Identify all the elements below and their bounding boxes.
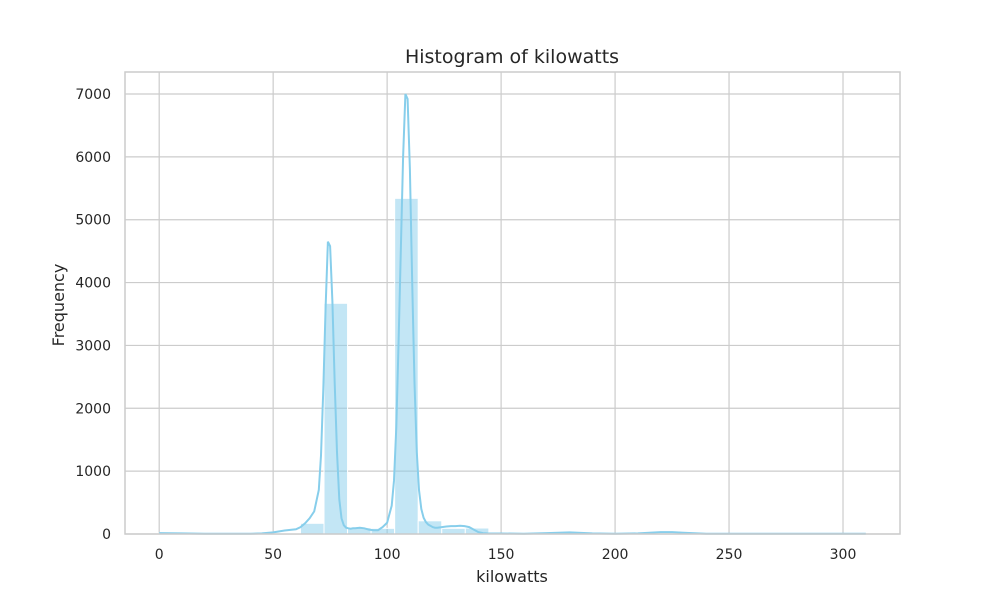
y-tick-label: 1000	[75, 464, 111, 480]
histogram-bars	[158, 197, 867, 535]
y-axis-label: Frequency	[49, 264, 68, 347]
x-axis-label: kilowatts	[476, 567, 548, 586]
x-tick-label: 200	[602, 547, 629, 563]
plot-frame	[124, 71, 901, 535]
x-tick-label: 0	[155, 547, 164, 563]
x-tick-label: 250	[716, 547, 743, 563]
kde-curve	[159, 93, 866, 535]
x-tick-label: 150	[488, 547, 515, 563]
x-tick-labels: 0 50 100 150 200 250 300	[155, 547, 857, 563]
kde-line	[159, 93, 866, 535]
y-tick-label: 4000	[75, 276, 111, 292]
y-tick-label: 2000	[75, 401, 111, 417]
y-tick-label: 3000	[75, 338, 111, 354]
x-tick-label: 100	[374, 547, 401, 563]
y-tick-label: 6000	[75, 150, 111, 166]
y-tick-label: 5000	[75, 213, 111, 229]
x-tick-label: 50	[264, 547, 282, 563]
x-tick-label: 300	[830, 547, 857, 563]
y-tick-label: 7000	[75, 87, 111, 103]
y-tick-labels: 0 1000 2000 3000 4000 5000 6000 7000	[75, 87, 111, 543]
gridlines	[125, 72, 900, 535]
y-tick-label: 0	[102, 527, 111, 543]
histogram-bar	[441, 527, 466, 535]
chart-title: Histogram of kilowatts	[405, 46, 619, 68]
